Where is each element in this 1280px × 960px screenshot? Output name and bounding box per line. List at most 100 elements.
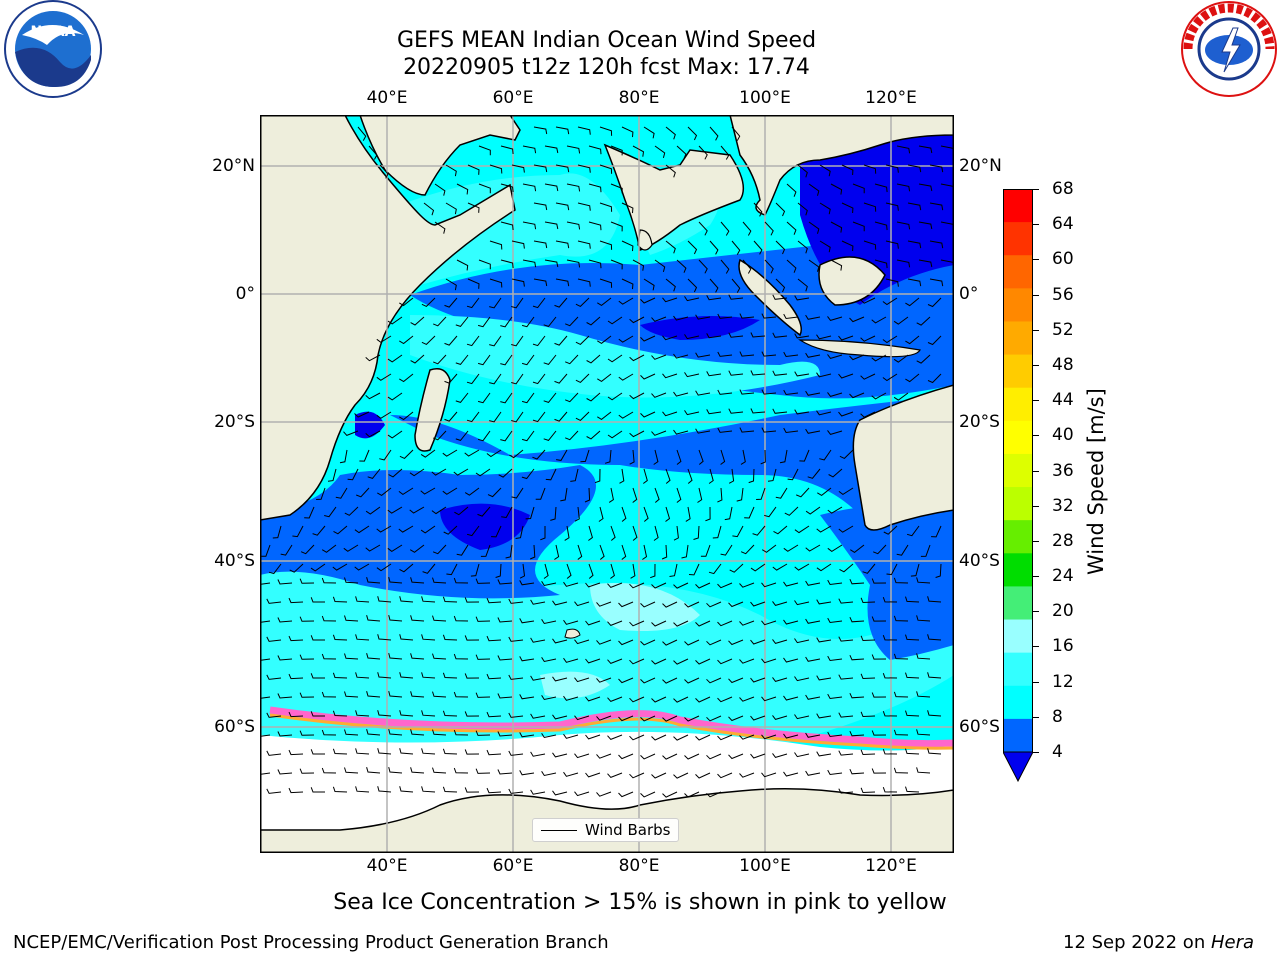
wind-barb — [871, 730, 887, 736]
colorbar-cell — [1003, 354, 1033, 389]
wind-barb — [280, 544, 293, 556]
wind-barb — [399, 335, 414, 345]
wind-barb — [651, 772, 667, 779]
wind-barb — [277, 731, 293, 737]
wind-barb — [554, 335, 568, 346]
wind-barb — [607, 620, 623, 626]
wind-barb — [684, 410, 700, 416]
wind-barb — [929, 278, 944, 287]
lon-tick-top-40e: 40°E — [366, 88, 408, 108]
wind-barb — [399, 672, 414, 679]
wind-barb — [455, 354, 469, 365]
wind-barb — [596, 715, 612, 721]
wind-barb — [497, 655, 513, 661]
wind-barb — [651, 620, 667, 627]
wind-barb — [621, 126, 634, 138]
wind-barb — [343, 544, 359, 552]
wind-barb — [640, 373, 656, 380]
wind-barb — [907, 240, 922, 249]
wind-barb — [575, 373, 590, 384]
wind-barb — [665, 126, 676, 140]
wind-barb — [532, 373, 546, 385]
wind-barb-legend-line — [541, 829, 577, 831]
wind-barb — [377, 596, 392, 603]
wind-barb — [772, 370, 788, 376]
wind-barb — [756, 487, 766, 500]
wind-barb — [750, 639, 766, 645]
wind-barb — [466, 411, 480, 423]
wind-barb — [519, 563, 526, 579]
wind-barb — [388, 576, 403, 584]
colorbar-cell — [1003, 685, 1033, 720]
colorbar — [1003, 189, 1033, 782]
wind-barb — [885, 278, 899, 287]
colorbar-label: Wind Speed [m/s] — [1084, 388, 1108, 575]
wind-barb — [387, 354, 403, 363]
wind-barb — [871, 654, 887, 660]
wind-barb — [640, 715, 656, 722]
land-arabia — [359, 115, 521, 196]
wind-barb — [456, 544, 469, 556]
wind-barb — [508, 712, 524, 718]
wind-barb — [588, 183, 602, 193]
land-southeast-asia — [729, 115, 954, 216]
wind-barb — [607, 430, 623, 439]
colorbar-cell — [1003, 189, 1033, 223]
wind-barb — [511, 164, 525, 173]
wind-barb — [761, 772, 777, 778]
wind-barb — [685, 506, 691, 522]
wind-barb — [421, 596, 436, 603]
wind-barb — [552, 600, 568, 606]
wind-barb — [466, 525, 480, 537]
wind-barb — [717, 658, 733, 665]
wind-barb — [355, 710, 370, 717]
wind-barb — [676, 259, 687, 273]
wind-barb — [863, 202, 877, 212]
wind-barb — [489, 411, 502, 423]
lon-tick-top-80e: 80°E — [618, 88, 660, 108]
wind-barb — [610, 145, 623, 156]
wind-barb — [443, 525, 458, 535]
wind-barb — [399, 411, 414, 421]
wind-barb — [268, 563, 282, 575]
wind-barb — [489, 240, 503, 250]
wind-barb — [929, 240, 944, 249]
wind-barb — [731, 240, 741, 255]
wind-barb — [896, 544, 909, 556]
wind-barb — [916, 691, 931, 698]
wind-barb — [607, 772, 623, 778]
lat-tick-right-0: 0° — [959, 284, 979, 304]
colorbar-tick-label: 44 — [1052, 390, 1074, 411]
wind-barb — [728, 332, 744, 338]
wind-barb — [783, 427, 799, 434]
wind-barb — [871, 354, 887, 362]
svg-text:NOAA: NOAA — [31, 24, 76, 40]
wind-barb — [541, 771, 557, 777]
wind-barb — [629, 620, 645, 627]
wind-barb — [717, 487, 723, 503]
wind-barb — [445, 278, 457, 291]
wind-barb — [432, 577, 447, 584]
wind-barb — [740, 544, 755, 555]
wind-barb — [522, 145, 537, 154]
wind-barb — [376, 411, 392, 419]
wind-barb — [354, 525, 370, 534]
wind-barb — [764, 221, 774, 236]
wind-barb — [511, 411, 524, 423]
wind-barb — [563, 733, 579, 739]
wind-barb — [684, 791, 700, 798]
wind-barb — [706, 639, 722, 646]
wind-barb — [698, 259, 708, 274]
wind-barb — [260, 658, 271, 661]
wind-barb — [310, 787, 325, 793]
colorbar-cell — [1003, 553, 1033, 587]
wind-barb — [706, 791, 722, 798]
wind-barb — [260, 620, 271, 623]
wind-barb — [841, 202, 854, 214]
wind-barb — [486, 673, 502, 680]
wind-barb — [839, 449, 854, 459]
wind-barb — [552, 714, 568, 720]
wind-barb — [841, 240, 854, 252]
wind-barb — [565, 354, 579, 365]
wind-barb — [377, 748, 392, 755]
